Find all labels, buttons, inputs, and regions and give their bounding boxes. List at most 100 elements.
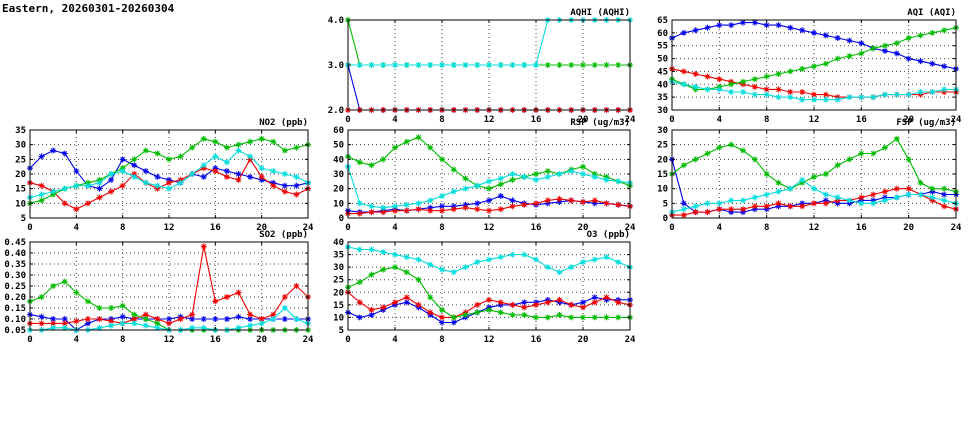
x-tick-label: 0 <box>669 223 674 233</box>
x-tick-label: 0 <box>345 223 350 233</box>
y-tick-label: 40 <box>333 155 344 165</box>
y-tick-label: 60 <box>657 29 668 39</box>
x-tick-label: 12 <box>484 335 495 345</box>
chart-rsp: 0 4 8 12 16 20 24 0 10 20 30 40 50 60 RSP (ug/m3) <box>318 114 636 234</box>
x-tick-label: 4 <box>74 335 80 345</box>
chart-title-aqhi: AQHI (AQHI) <box>570 8 630 18</box>
x-tick-label: 8 <box>120 335 125 345</box>
x-tick-label: 8 <box>120 223 125 233</box>
chart-fsp: 0 4 8 12 16 20 24 0 5 10 15 20 25 30 FSP (ug/m3) <box>642 114 962 234</box>
y-tick-label: 45 <box>657 67 668 77</box>
chart-title-fsp: FSP (ug/m3) <box>896 118 956 128</box>
chart-title-rsp: RSP (ug/m3) <box>570 118 630 128</box>
y-tick-label: 20 <box>333 185 344 195</box>
y-tick-label: 0.05 <box>4 326 26 336</box>
y-tick-label: 30 <box>15 141 26 151</box>
chart-title-so2: SO2 (ppb) <box>259 230 308 240</box>
axis-ticks <box>347 19 631 111</box>
x-tick-label: 0 <box>669 115 674 125</box>
x-tick-label: 20 <box>256 335 267 345</box>
axis-ticks <box>671 129 957 219</box>
y-tick-label: 0 <box>339 214 344 224</box>
series-cyan-markers <box>345 17 633 68</box>
chart-canvas-aqi: 0 4 8 12 16 20 24 30 35 40 45 50 55 60 65 AQI (AQI) <box>657 8 962 125</box>
x-tick-label: 20 <box>903 223 914 233</box>
x-tick-label: 16 <box>531 335 542 345</box>
series-cyan-markers <box>669 78 959 103</box>
x-tick-label: 20 <box>256 223 267 233</box>
chart-o3: 0 4 8 12 16 20 24 5 10 15 20 25 30 35 40 O3 (ppb) <box>318 226 636 346</box>
x-tick-label: 20 <box>578 223 589 233</box>
y-tick-label: 0.15 <box>4 304 26 314</box>
x-tick-label: 12 <box>809 115 820 125</box>
x-tick-label: 24 <box>951 223 962 233</box>
chart-so2: 0 4 8 12 16 20 24 0.05 0.10 0.15 0.20 0.25 0.30 0.35 0… <box>0 226 314 346</box>
series-cyan-line <box>348 19 630 66</box>
y-tick-label: 0.40 <box>4 249 26 259</box>
chart-aqi: 0 4 8 12 16 20 24 30 35 40 45 50 55 60 65 AQI (AQI) <box>642 4 962 126</box>
x-tick-label: 8 <box>439 223 444 233</box>
y-tick-label: 10 <box>657 185 668 195</box>
y-tick-label: 35 <box>333 251 344 261</box>
y-tick-label: 5 <box>663 199 668 209</box>
y-tick-label: 65 <box>657 16 668 26</box>
y-tick-label: 30 <box>657 126 668 136</box>
axis-ticks <box>347 241 631 331</box>
x-tick-label: 12 <box>809 223 820 233</box>
series-green-line <box>671 27 957 90</box>
chart-title-aqi: AQI (AQI) <box>907 8 956 18</box>
y-tick-label: 25 <box>15 155 26 165</box>
x-tick-label: 16 <box>856 115 867 125</box>
y-tick-label: 25 <box>333 276 344 286</box>
y-tick-label: 55 <box>657 42 668 52</box>
y-tick-label: 0 <box>663 214 668 224</box>
y-tick-label: 15 <box>657 170 668 180</box>
x-tick-label: 16 <box>210 335 221 345</box>
y-tick-label: 0.45 <box>4 238 26 248</box>
x-tick-label: 4 <box>392 115 398 125</box>
y-tick-label: 35 <box>15 126 26 136</box>
series-green-line <box>347 19 630 66</box>
y-tick-label: 50 <box>657 55 668 65</box>
series-cyan-markers <box>345 244 633 276</box>
chart-canvas-no2: 0 4 8 12 16 20 24 5 10 15 20 25 30 35 NO2 (ppb) <box>15 118 314 233</box>
grid-lines <box>30 242 308 330</box>
y-tick-label: 10 <box>333 313 344 323</box>
x-tick-label: 24 <box>625 115 636 125</box>
x-tick-label: 20 <box>903 115 914 125</box>
series-blue-line <box>347 64 630 111</box>
y-tick-label: 20 <box>657 155 668 165</box>
y-tick-label: 3.0 <box>328 61 344 71</box>
series-red-markers <box>27 156 311 213</box>
x-tick-label: 16 <box>531 115 542 125</box>
y-tick-label: 30 <box>333 263 344 273</box>
y-tick-label: 10 <box>15 199 26 209</box>
x-tick-label: 16 <box>531 223 542 233</box>
y-tick-label: 0.10 <box>4 315 26 325</box>
x-tick-label: 4 <box>717 223 723 233</box>
y-tick-label: 10 <box>333 199 344 209</box>
grid-lines <box>30 130 308 218</box>
y-tick-label: 35 <box>657 93 668 103</box>
page-title: Eastern, 20260301-20260304 <box>2 2 175 15</box>
chart-title-o3: O3 (ppb) <box>587 230 630 240</box>
series-green-markers <box>27 135 311 207</box>
x-tick-label: 16 <box>856 223 867 233</box>
y-tick-label: 15 <box>15 185 26 195</box>
x-tick-label: 12 <box>164 223 175 233</box>
x-tick-label: 4 <box>74 223 80 233</box>
x-tick-label: 4 <box>392 335 398 345</box>
y-tick-label: 0.30 <box>4 271 26 281</box>
x-tick-label: 8 <box>439 115 444 125</box>
y-tick-label: 0.35 <box>4 260 26 270</box>
axis-ticks <box>29 129 309 219</box>
x-tick-label: 12 <box>484 223 495 233</box>
chart-no2: 0 4 8 12 16 20 24 5 10 15 20 25 30 35 NO2 (ppb) <box>0 114 314 234</box>
x-tick-label: 24 <box>625 223 636 233</box>
x-tick-label: 20 <box>578 115 589 125</box>
chart-title-no2: NO2 (ppb) <box>259 118 308 128</box>
grid-lines <box>348 242 630 330</box>
x-tick-label: 8 <box>439 335 444 345</box>
series-cyan-line <box>671 179 957 213</box>
x-tick-label: 24 <box>625 335 636 345</box>
